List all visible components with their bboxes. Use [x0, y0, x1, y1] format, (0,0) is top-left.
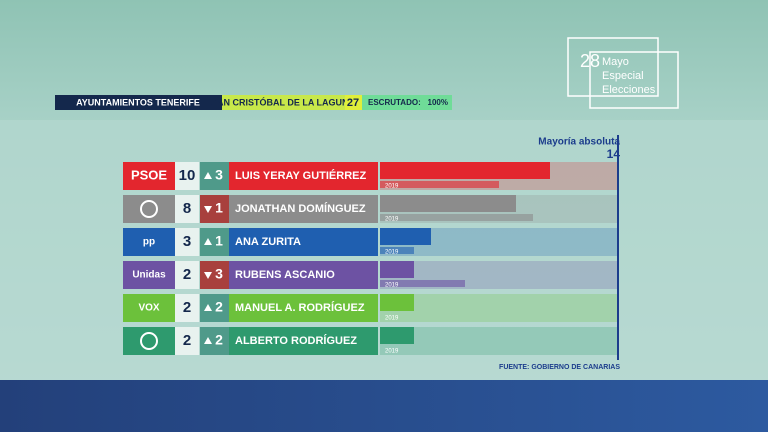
- name-box: [229, 228, 378, 256]
- bar-2019: [380, 214, 533, 221]
- change: 2: [215, 299, 223, 315]
- bar-2019: [380, 181, 499, 188]
- counted: 100%: [428, 98, 448, 107]
- bar: [380, 162, 550, 179]
- party-label: Unidas: [132, 270, 166, 281]
- change-box: [200, 195, 229, 223]
- seats: 2: [183, 332, 191, 349]
- bar-2019: [380, 280, 465, 287]
- change: 1: [215, 233, 223, 249]
- party-box: [123, 195, 175, 223]
- party-box: [123, 327, 175, 355]
- candidate: ANA ZURITA: [235, 236, 301, 248]
- counted-label: ESCRUTADO:: [368, 98, 421, 107]
- party-box: [123, 228, 175, 256]
- bar-2019: [380, 247, 414, 254]
- bar: [380, 195, 516, 212]
- year-label: 2019: [385, 250, 399, 256]
- region: AYUNTAMIENTOS TENERIFE: [76, 97, 200, 107]
- name-box: [229, 294, 378, 322]
- seats-box: [175, 261, 199, 289]
- change-box: [200, 327, 229, 355]
- seats: 10: [179, 167, 196, 184]
- candidate: ALBERTO RODRÍGUEZ: [235, 334, 357, 347]
- majority-value: 14: [607, 147, 621, 161]
- change-box: [200, 162, 229, 190]
- logo-day: 28: [580, 51, 600, 71]
- change-box: [200, 261, 229, 289]
- candidate: RUBENS ASCANIO: [235, 269, 335, 281]
- party-box: [123, 294, 175, 322]
- municipality-box: [222, 95, 345, 110]
- change: 3: [215, 266, 223, 282]
- bottom-band: [0, 380, 768, 432]
- councillors-box: [345, 95, 362, 110]
- party-icon: [140, 332, 158, 350]
- change-box: [200, 294, 229, 322]
- name-box: [229, 195, 378, 223]
- seats-box: [175, 162, 199, 190]
- candidate: LUIS YERAY GUTIÉRREZ: [235, 169, 366, 182]
- name-box: [229, 327, 378, 355]
- party-icon: [140, 200, 158, 218]
- year-label: 2019: [385, 184, 399, 190]
- region-box: [55, 95, 222, 110]
- majority-label: Mayoría absoluta: [538, 137, 620, 148]
- seats: 2: [183, 266, 191, 283]
- source: FUENTE: GOBIERNO DE CANARIAS: [499, 364, 620, 371]
- change-arrow: [204, 304, 212, 311]
- year-label: 2019: [385, 283, 399, 289]
- party-label: VOX: [138, 303, 159, 314]
- seats-box: [175, 327, 199, 355]
- seats: 8: [183, 200, 191, 217]
- party-box: [123, 261, 175, 289]
- seats: 3: [183, 233, 191, 250]
- bar-track: [380, 327, 618, 355]
- year-label: 2019: [385, 217, 399, 223]
- change: 2: [215, 332, 223, 348]
- party-label: pp: [143, 237, 155, 248]
- bar-track: [380, 294, 618, 322]
- change: 1: [215, 200, 223, 216]
- counted-box: [362, 95, 452, 110]
- year-label: 2019: [385, 349, 399, 355]
- change: 3: [215, 167, 223, 183]
- party-label: PSOE: [131, 167, 167, 182]
- seats-box: [175, 228, 199, 256]
- bar: [380, 327, 414, 344]
- seats-box: [175, 294, 199, 322]
- bar: [380, 294, 414, 311]
- municipality: SAN CRISTÓBAL DE LA LAGUNA: [211, 96, 356, 107]
- candidate: JONATHAN DOMÍNGUEZ: [235, 202, 366, 215]
- change-box: [200, 228, 229, 256]
- party-box: [123, 162, 175, 190]
- change-arrow: [204, 272, 212, 279]
- logo: [567, 37, 679, 109]
- logo-month: Mayo: [602, 56, 629, 68]
- logo-line2: Elecciones: [602, 84, 656, 96]
- candidate: MANUEL A. RODRÍGUEZ: [235, 301, 365, 314]
- change-arrow: [204, 172, 212, 179]
- change-arrow: [204, 238, 212, 245]
- seats: 2: [183, 299, 191, 316]
- name-box: [229, 261, 378, 289]
- change-arrow: [204, 206, 212, 213]
- year-label: 2019: [385, 316, 399, 322]
- bar: [380, 228, 431, 245]
- change-arrow: [204, 337, 212, 344]
- logo-line1: Especial: [602, 70, 644, 82]
- councillors: 27: [347, 97, 359, 109]
- name-box: [229, 162, 378, 190]
- bar: [380, 261, 414, 278]
- seats-box: [175, 195, 199, 223]
